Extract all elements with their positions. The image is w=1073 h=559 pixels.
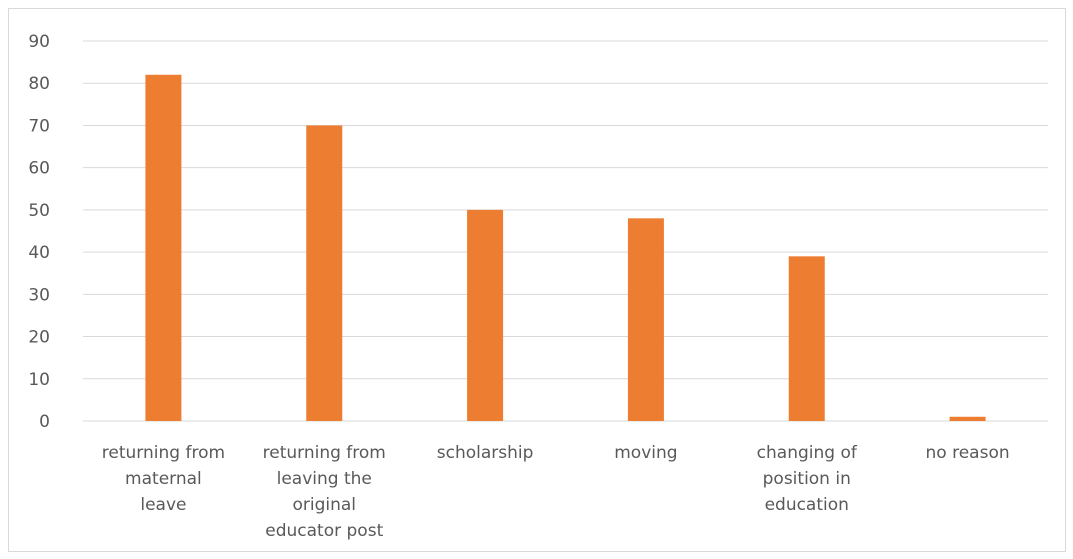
chart-frame	[8, 8, 1066, 552]
bars	[145, 74, 986, 422]
y-tick-label: 80	[28, 74, 50, 94]
y-tick-label: 50	[28, 201, 50, 221]
gridlines	[83, 40, 1048, 422]
y-tick-label: 10	[28, 370, 50, 390]
y-tick-label: 20	[28, 328, 50, 348]
y-tick-label: 60	[28, 159, 50, 179]
x-category-label: returning from maternal leave	[102, 443, 225, 515]
y-tick-label: 70	[28, 116, 50, 136]
bar	[788, 256, 825, 421]
x-category-label: changing of position in education	[757, 443, 858, 515]
bar	[467, 209, 504, 421]
x-category-label: returning from leaving the original educato…	[263, 443, 386, 541]
bar	[949, 416, 986, 421]
bar	[306, 125, 343, 421]
x-category-label: scholarship	[437, 443, 534, 463]
bar	[627, 218, 664, 421]
x-category-label: no reason	[926, 443, 1010, 463]
x-category-label: moving	[614, 443, 677, 463]
bar	[145, 74, 182, 422]
y-tick-label: 30	[28, 285, 50, 305]
y-tick-label: 40	[28, 243, 50, 263]
x-axis-category-labels: returning from maternal leave returning fro…	[102, 443, 1010, 541]
y-tick-label: 0	[39, 412, 50, 432]
y-tick-label: 90	[28, 32, 50, 52]
y-axis-tick-labels: 0 10 20 30 40 50 60 70 80 90	[28, 32, 50, 432]
